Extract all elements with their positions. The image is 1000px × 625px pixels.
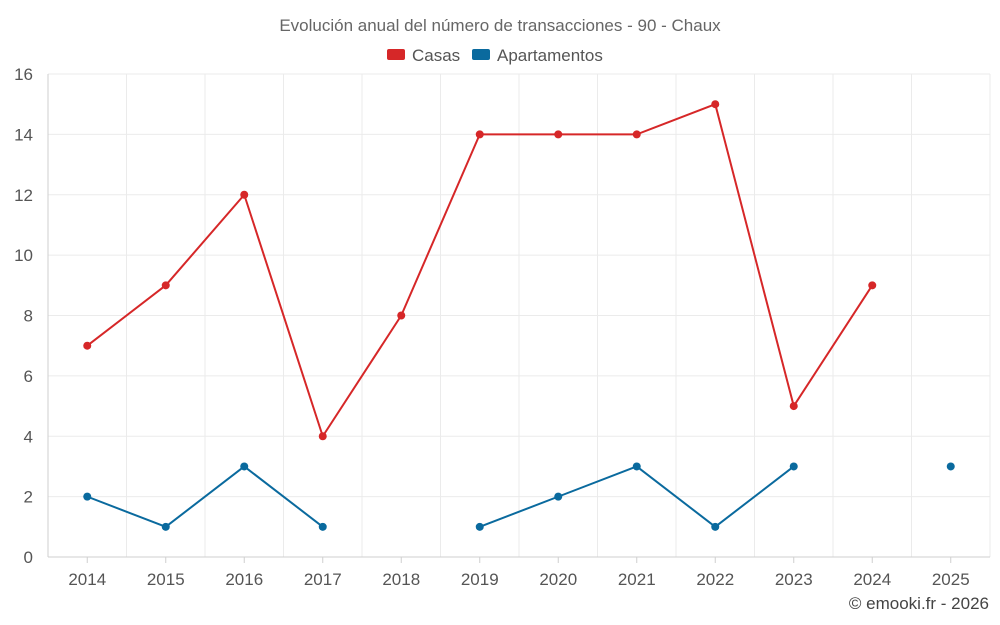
data-point-apartamentos[interactable] [240,462,249,471]
data-point-apartamentos[interactable] [83,492,92,501]
gridlines [47,73,991,558]
data-point-apartamentos[interactable] [318,522,327,531]
data-point-casas[interactable] [868,281,877,290]
x-tick-label: 2024 [853,570,891,589]
data-point-apartamentos[interactable] [711,522,720,531]
y-tick-label: 14 [14,125,33,144]
legend-label-apartamentos: Apartamentos [497,46,603,65]
data-point-casas[interactable] [554,130,563,139]
data-point-casas[interactable] [161,281,170,290]
credit-text: © emooki.fr - 2026 [849,594,989,613]
data-point-casas[interactable] [711,100,720,109]
series-line-apartamentos [86,465,324,528]
data-point-casas[interactable] [632,130,641,139]
data-point-casas[interactable] [397,311,406,320]
data-point-casas[interactable] [475,130,484,139]
y-tick-label: 12 [14,186,33,205]
series-group [83,100,955,531]
legend-item-casas[interactable]: Casas [387,46,460,65]
data-point-apartamentos[interactable] [632,462,641,471]
x-tick-label: 2020 [539,570,577,589]
legend-item-apartamentos[interactable]: Apartamentos [472,46,603,65]
x-tick-label: 2025 [932,570,970,589]
data-point-casas[interactable] [83,341,92,350]
x-tick-label: 2016 [225,570,263,589]
data-point-apartamentos[interactable] [161,522,170,531]
y-tick-label: 6 [24,367,33,386]
data-point-apartamentos[interactable] [554,492,563,501]
data-point-casas[interactable] [318,432,327,441]
x-tick-label: 2019 [461,570,499,589]
x-tick-label: 2018 [382,570,420,589]
y-axis: 0 2 4 6 8 10 12 14 16 [14,65,33,567]
x-tick-label: 2017 [304,570,342,589]
data-point-apartamentos[interactable] [789,462,798,471]
data-point-casas[interactable] [789,402,798,411]
x-tick-label: 2015 [147,570,185,589]
data-point-apartamentos[interactable] [946,462,955,471]
series-casas [83,100,877,441]
y-tick-label: 8 [24,307,33,326]
y-tick-label: 4 [24,427,33,446]
y-tick-label: 2 [24,488,33,507]
legend-swatch-casas [387,49,405,60]
legend: Casas Apartamentos [387,46,603,65]
x-tick-label: 2014 [68,570,106,589]
data-point-apartamentos[interactable] [475,522,484,531]
x-tick-label: 2023 [775,570,813,589]
series-apartamentos [83,462,955,531]
y-tick-label: 0 [24,548,33,567]
legend-swatch-apartamentos [472,49,490,60]
x-tick-label: 2021 [618,570,656,589]
x-tick-label: 2022 [696,570,734,589]
data-point-casas[interactable] [240,190,249,199]
y-tick-label: 16 [14,65,33,84]
y-tick-label: 10 [14,246,33,265]
legend-label-casas: Casas [412,46,460,65]
x-axis: 2014 2015 2016 2017 2018 2019 2020 2021 2022 2023… [68,557,970,589]
chart-title: Evolución anual del número de transaccio… [279,16,721,35]
